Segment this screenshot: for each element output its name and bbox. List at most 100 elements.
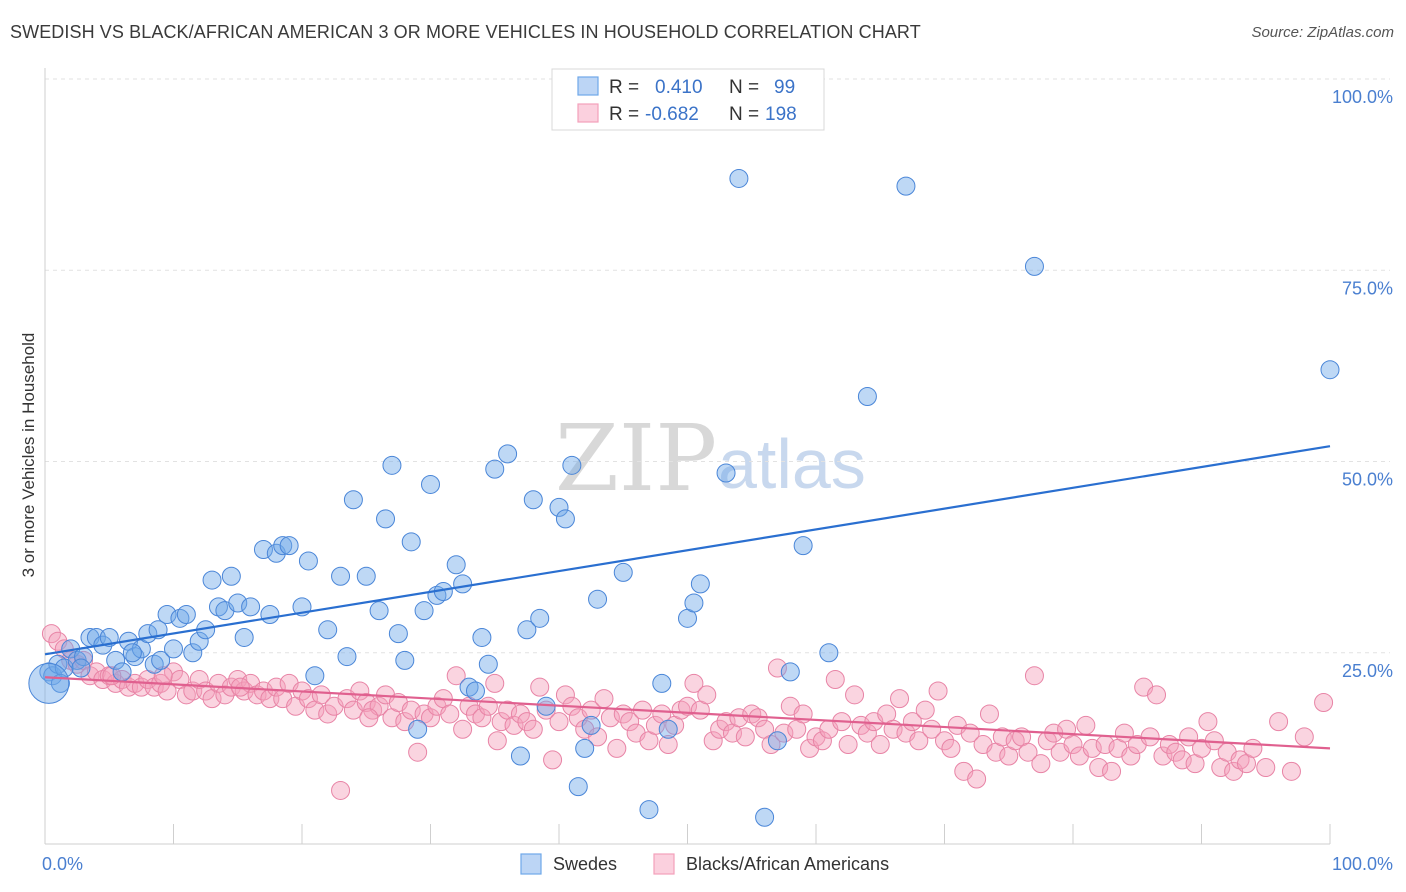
swedes-point (639, 800, 659, 820)
blacks-point (1294, 727, 1314, 747)
blacks-point (491, 712, 511, 732)
blacks-point (440, 704, 460, 724)
blacks-point (729, 708, 749, 728)
blacks-point (928, 681, 948, 701)
blacks-point (543, 750, 563, 770)
blacks-point (359, 708, 379, 728)
chart-title: SWEDISH VS BLACK/AFRICAN AMERICAN 3 OR M… (10, 22, 921, 42)
swedes-point (279, 536, 299, 556)
blacks-point (311, 685, 331, 705)
blacks-point (1172, 750, 1192, 770)
blacks-point (716, 712, 736, 732)
chart-source: Source: ZipAtlas.com (1251, 24, 1394, 41)
swedes-point (588, 589, 608, 609)
watermark: ZIP atlas (555, 405, 866, 512)
blacks-point (234, 681, 254, 701)
swedes-point (446, 555, 466, 575)
blacks-point (1243, 738, 1263, 758)
swedes-point (305, 666, 325, 686)
legend-r-value-1: 0.410 (655, 77, 703, 98)
swedes-point (414, 601, 434, 621)
blacks-trend-line (44, 676, 1331, 750)
swedes-point (562, 455, 582, 475)
swedes-point (202, 570, 222, 590)
swedes-point (857, 386, 877, 406)
x-tick-labels: 0.0% 100.0% (42, 854, 1393, 874)
swedes-point (658, 719, 678, 739)
swedes-point (1024, 256, 1044, 276)
swedes-point (530, 608, 550, 628)
blacks-point (318, 704, 338, 724)
swedes-point (388, 624, 408, 644)
blacks-point (678, 696, 697, 716)
swedes-point (241, 597, 261, 617)
blacks-point (838, 735, 858, 755)
swedes-point (356, 566, 376, 586)
blacks-point (684, 673, 704, 693)
blacks-point (620, 712, 640, 732)
blacks-point (453, 719, 473, 739)
swedes-point (896, 176, 916, 196)
swedes-point (510, 746, 530, 766)
legend-bottom: Swedes Blacks/African Americans (520, 853, 889, 875)
blacks-point (157, 681, 177, 701)
swedes-point (331, 566, 351, 586)
legend-bottom-swatch-swedes (520, 853, 542, 875)
blacks-point (851, 715, 871, 735)
blacks-point (909, 731, 929, 751)
blacks-point (915, 700, 935, 720)
blacks-point (825, 670, 845, 690)
blacks-point (774, 723, 794, 743)
swedes-point (151, 650, 171, 670)
blacks-point (421, 708, 440, 728)
blacks-point (1102, 761, 1122, 781)
blacks-point (1076, 715, 1096, 735)
blacks-point (215, 685, 235, 705)
grid-lines (45, 78, 1390, 654)
swedes-point (189, 631, 209, 651)
blacks-point (485, 673, 505, 693)
swedes-point (453, 574, 473, 594)
swedes-point (549, 497, 569, 517)
swedes-point (684, 593, 704, 613)
legend-swatch-swedes (577, 76, 599, 96)
blacks-point (767, 658, 787, 678)
swedes-point (112, 662, 132, 682)
swedes-point (421, 474, 440, 494)
blacks-point (735, 727, 755, 747)
legend-bottom-label-swedes: Swedes (553, 854, 617, 874)
blacks-point (331, 780, 351, 800)
blacks-point (992, 727, 1012, 747)
blacks-point (1166, 742, 1186, 762)
blacks-point (941, 738, 961, 758)
blacks-point (1256, 758, 1276, 777)
blacks-point (710, 719, 730, 739)
blacks-point (504, 715, 524, 735)
swedes-point (382, 455, 402, 475)
swedes-point (517, 620, 537, 640)
blacks-point (1018, 742, 1038, 762)
swedes-point (221, 566, 241, 586)
swedes-point (555, 509, 575, 529)
swedes-point (43, 666, 63, 686)
blacks-point (472, 708, 492, 728)
blacks-point (703, 731, 723, 751)
swedes-point (690, 574, 710, 594)
swedes-point (176, 605, 196, 624)
swedes-point (369, 601, 389, 621)
swedes-point (71, 658, 91, 678)
blacks-point (549, 712, 569, 732)
swedes-point (716, 463, 736, 483)
swedes-point (652, 673, 672, 693)
swedes-point (498, 444, 518, 464)
blacks-point (1198, 712, 1218, 732)
blacks-point (581, 700, 601, 720)
blacks-point (1140, 727, 1160, 747)
y-tick-label: 25.0% (1342, 661, 1393, 681)
series-swedes-points (28, 168, 1340, 827)
swedes-point (234, 627, 254, 647)
legend-swatch-blacks (577, 103, 599, 123)
swedes-point (318, 620, 338, 640)
legend-r-label-2: R = (609, 104, 639, 125)
blacks-point (1089, 758, 1109, 777)
